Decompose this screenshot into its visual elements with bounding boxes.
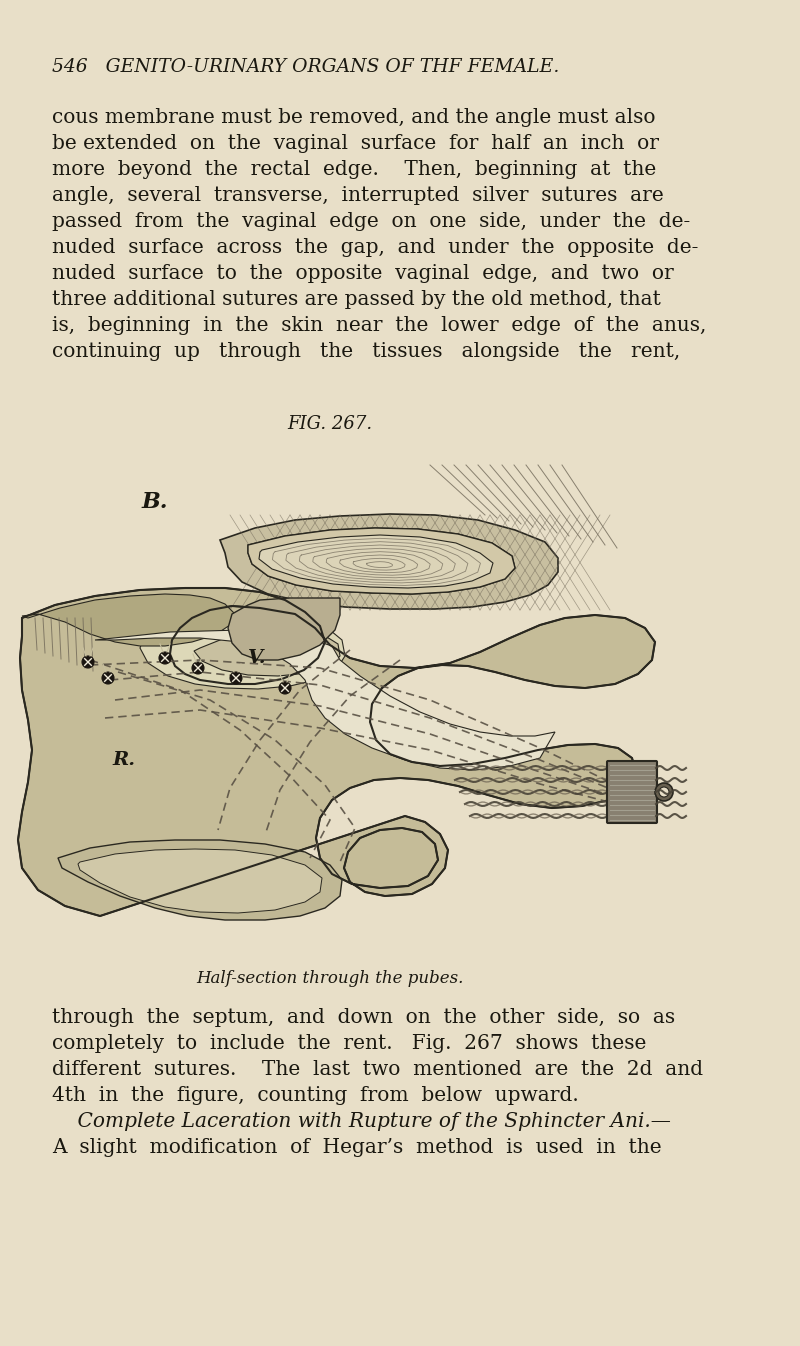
Polygon shape <box>95 614 345 689</box>
Polygon shape <box>220 514 558 608</box>
Text: three additional sutures are passed by the old method, that: three additional sutures are passed by t… <box>52 289 661 310</box>
Circle shape <box>655 783 673 801</box>
Polygon shape <box>248 528 515 594</box>
Text: angle,  several  transverse,  interrupted  silver  sutures  are: angle, several transverse, interrupted s… <box>52 186 664 205</box>
Circle shape <box>279 682 291 695</box>
Polygon shape <box>228 598 340 660</box>
Text: more  beyond  the  rectal  edge.    Then,  beginning  at  the: more beyond the rectal edge. Then, begin… <box>52 160 656 179</box>
Text: through  the  septum,  and  down  on  the  other  side,  so  as: through the septum, and down on the othe… <box>52 1008 675 1027</box>
Text: 4th  in  the  figure,  counting  from  below  upward.: 4th in the figure, counting from below u… <box>52 1086 578 1105</box>
Text: V.: V. <box>248 649 266 668</box>
Circle shape <box>192 662 204 674</box>
Text: different  sutures.    The  last  two  mentioned  are  the  2d  and: different sutures. The last two mentione… <box>52 1061 703 1079</box>
Circle shape <box>159 651 171 664</box>
Text: FIG. 267.: FIG. 267. <box>287 415 373 433</box>
Circle shape <box>102 672 114 684</box>
Circle shape <box>230 672 242 684</box>
Text: completely  to  include  the  rent.   Fig.  267  shows  these: completely to include the rent. Fig. 267… <box>52 1034 646 1053</box>
Polygon shape <box>194 630 340 676</box>
Text: continuing  up   through   the   tissues   alongside   the   rent,: continuing up through the tissues alongs… <box>52 342 680 361</box>
Text: A  slight  modification  of  Hegar’s  method  is  used  in  the: A slight modification of Hegar’s method … <box>52 1137 662 1158</box>
Polygon shape <box>248 528 515 594</box>
Text: Half-section through the pubes.: Half-section through the pubes. <box>196 970 464 987</box>
Polygon shape <box>58 840 342 921</box>
Text: passed  from  the  vaginal  edge  on  one  side,  under  the  de-: passed from the vaginal edge on one side… <box>52 213 690 232</box>
Circle shape <box>82 656 94 668</box>
Text: 546   GENITO-URINARY ORGANS OF THF FEMALE.: 546 GENITO-URINARY ORGANS OF THF FEMALE. <box>52 58 559 75</box>
Text: nuded  surface  to  the  opposite  vaginal  edge,  and  two  or: nuded surface to the opposite vaginal ed… <box>52 264 674 283</box>
Text: be extended  on  the  vaginal  surface  for  half  an  inch  or: be extended on the vaginal surface for h… <box>52 135 659 153</box>
Polygon shape <box>18 588 655 917</box>
Text: R.: R. <box>112 751 135 769</box>
Polygon shape <box>259 534 493 588</box>
Text: Complete Laceration with Rupture of the Sphincter Ani.—: Complete Laceration with Rupture of the … <box>52 1112 671 1131</box>
Text: B.: B. <box>142 491 169 513</box>
Polygon shape <box>259 534 493 588</box>
Polygon shape <box>22 594 235 646</box>
Text: cous membrane must be removed, and the angle must also: cous membrane must be removed, and the a… <box>52 108 655 127</box>
Circle shape <box>659 787 669 797</box>
Text: nuded  surface  across  the  gap,  and  under  the  opposite  de-: nuded surface across the gap, and under … <box>52 238 698 257</box>
Polygon shape <box>78 849 322 913</box>
Polygon shape <box>95 630 555 770</box>
Text: is,  beginning  in  the  skin  near  the  lower  edge  of  the  anus,: is, beginning in the skin near the lower… <box>52 316 706 335</box>
FancyBboxPatch shape <box>607 760 657 822</box>
